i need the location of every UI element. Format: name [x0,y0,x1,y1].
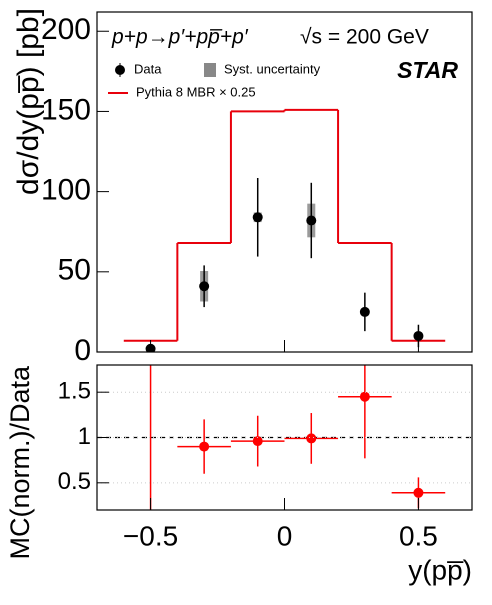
x-tick-label: −0.5 [123,520,178,551]
legend-label: Syst. uncertainty [224,61,321,76]
subtitle: √s = 200 GeV [300,26,429,49]
y-tick-label: 0 [74,334,91,367]
data-point [413,487,424,498]
frame [96,364,473,511]
data-point [306,433,317,444]
y-tick-label: 1 [78,423,91,450]
y-axis-label: dσ/dy(pp̅) [pb] [12,8,45,195]
y-axis-label: MC(norm.)/Data [5,365,35,560]
y-tick-label: 50 [58,254,91,287]
plot-area [123,108,446,352]
data-point [252,436,263,447]
experiment-label: STAR [397,57,458,83]
legend-label: Data [134,61,162,76]
data-point [199,441,210,452]
y-tick-label: 100 [41,174,91,207]
chart-title: p+p→p′+pp̅+p′ [111,26,249,49]
legend-symbol [115,65,125,75]
data-point [359,391,370,402]
data-point [252,212,263,223]
data-point [199,281,210,292]
legend-symbol [204,63,216,77]
data-point [359,306,370,317]
x-tick-label: 0.5 [399,520,438,551]
data-point [306,215,317,226]
data-point [146,206,156,216]
legend-label: Pythia 8 MBR × 0.25 [136,84,256,99]
frame [96,11,473,353]
y-tick-label: 200 [41,13,91,46]
y-tick-label: 150 [41,93,91,126]
x-axis-label: y(pp̅) [408,554,472,585]
data-point [413,330,424,341]
y-tick-label: 1.5 [58,378,91,405]
plot-area [97,206,472,510]
x-tick-label: 0 [277,520,293,551]
y-tick-label: 0.5 [58,468,91,495]
